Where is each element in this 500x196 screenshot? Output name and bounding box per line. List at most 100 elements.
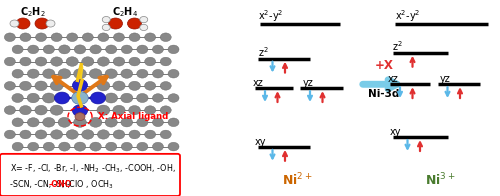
Text: +X: +X <box>374 59 393 72</box>
Circle shape <box>4 57 16 66</box>
Text: Ni$^{2+}$: Ni$^{2+}$ <box>282 172 313 188</box>
Circle shape <box>20 81 32 90</box>
Circle shape <box>28 118 39 127</box>
Circle shape <box>75 113 85 121</box>
Circle shape <box>20 106 32 115</box>
Circle shape <box>108 18 122 29</box>
Circle shape <box>144 154 156 163</box>
Circle shape <box>137 45 148 54</box>
Circle shape <box>113 105 125 115</box>
Circle shape <box>98 130 110 139</box>
Circle shape <box>50 57 62 66</box>
Circle shape <box>168 142 179 151</box>
Text: xz: xz <box>388 74 398 84</box>
Circle shape <box>90 117 102 127</box>
Circle shape <box>74 69 86 79</box>
Text: yz: yz <box>440 74 451 84</box>
Circle shape <box>35 105 47 115</box>
Text: yz: yz <box>302 78 313 88</box>
Circle shape <box>54 92 70 104</box>
Text: z$^2$: z$^2$ <box>392 39 404 53</box>
Circle shape <box>105 93 118 103</box>
Circle shape <box>82 33 94 42</box>
Text: xy: xy <box>390 127 402 137</box>
Circle shape <box>36 154 46 163</box>
Text: Ni-3d: Ni-3d <box>368 89 400 99</box>
Text: X: Axial ligand: X: Axial ligand <box>98 112 168 121</box>
Circle shape <box>102 24 110 31</box>
Circle shape <box>152 45 164 54</box>
Circle shape <box>74 142 86 151</box>
Circle shape <box>20 33 31 42</box>
Circle shape <box>4 154 16 163</box>
Circle shape <box>58 69 70 79</box>
Circle shape <box>90 69 102 79</box>
Circle shape <box>168 118 179 127</box>
Circle shape <box>58 117 70 127</box>
Text: xy: xy <box>255 137 266 147</box>
Circle shape <box>4 130 16 139</box>
Text: -ONO: -ONO <box>49 180 72 189</box>
Circle shape <box>136 93 148 103</box>
Circle shape <box>136 69 148 78</box>
Circle shape <box>35 18 49 29</box>
Circle shape <box>114 33 124 42</box>
Text: x$^2$-y$^2$: x$^2$-y$^2$ <box>395 8 420 24</box>
Circle shape <box>42 69 55 78</box>
Circle shape <box>4 33 16 42</box>
Text: x$^2$-y$^2$: x$^2$-y$^2$ <box>258 8 283 24</box>
Circle shape <box>43 45 54 54</box>
Circle shape <box>129 154 140 163</box>
Circle shape <box>113 57 125 66</box>
Circle shape <box>50 130 62 139</box>
Circle shape <box>27 93 40 103</box>
Circle shape <box>128 106 140 115</box>
Circle shape <box>168 45 179 54</box>
Circle shape <box>12 142 23 151</box>
Circle shape <box>90 45 102 54</box>
Text: Ni$^{3+}$: Ni$^{3+}$ <box>424 172 456 188</box>
Circle shape <box>152 142 164 151</box>
Circle shape <box>136 118 148 127</box>
Circle shape <box>102 16 110 23</box>
Circle shape <box>114 154 124 163</box>
Text: C$_2$H$_2$: C$_2$H$_2$ <box>20 5 46 19</box>
Circle shape <box>144 130 156 139</box>
Circle shape <box>160 154 171 163</box>
Circle shape <box>105 118 118 127</box>
Circle shape <box>152 118 164 127</box>
Circle shape <box>35 81 47 91</box>
Circle shape <box>72 105 88 117</box>
Circle shape <box>51 33 62 42</box>
Text: X= -F, -Cl, -Br, -I, -NH$_2$ -CH$_3$, -COOH, -OH,: X= -F, -Cl, -Br, -I, -NH$_2$ -CH$_3$, -C… <box>10 163 175 175</box>
Circle shape <box>66 130 78 139</box>
Circle shape <box>35 130 47 139</box>
Circle shape <box>152 94 164 102</box>
Circle shape <box>160 106 171 114</box>
Circle shape <box>12 93 24 103</box>
Circle shape <box>129 33 140 42</box>
Circle shape <box>36 33 46 42</box>
Circle shape <box>42 118 55 127</box>
Circle shape <box>98 154 109 163</box>
Circle shape <box>113 130 125 139</box>
Circle shape <box>160 82 171 90</box>
Circle shape <box>113 81 125 91</box>
Circle shape <box>28 69 39 78</box>
Circle shape <box>144 82 156 90</box>
Circle shape <box>66 57 78 66</box>
Circle shape <box>28 45 38 54</box>
Circle shape <box>66 33 78 42</box>
Circle shape <box>120 93 133 103</box>
Circle shape <box>144 33 156 42</box>
Circle shape <box>122 142 132 151</box>
Circle shape <box>20 154 31 163</box>
Circle shape <box>152 69 164 78</box>
Circle shape <box>43 142 54 151</box>
Circle shape <box>97 81 110 91</box>
Circle shape <box>35 57 47 66</box>
Circle shape <box>82 154 94 163</box>
Circle shape <box>144 106 156 114</box>
Circle shape <box>4 82 16 90</box>
Circle shape <box>129 130 140 139</box>
